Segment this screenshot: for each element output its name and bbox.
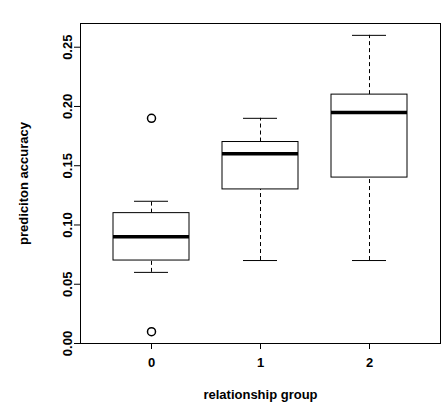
svg-text:0.10: 0.10	[60, 212, 75, 237]
svg-text:2: 2	[366, 355, 373, 370]
svg-text:0.15: 0.15	[60, 153, 75, 178]
svg-text:0.20: 0.20	[60, 94, 75, 119]
svg-text:0.05: 0.05	[60, 272, 75, 297]
svg-text:prediciton accuracy: prediciton accuracy	[16, 121, 31, 245]
svg-text:0.00: 0.00	[60, 331, 75, 356]
svg-text:relationship group: relationship group	[203, 387, 317, 402]
svg-text:1: 1	[257, 355, 264, 370]
svg-text:0.25: 0.25	[60, 35, 75, 60]
svg-text:0: 0	[148, 355, 155, 370]
